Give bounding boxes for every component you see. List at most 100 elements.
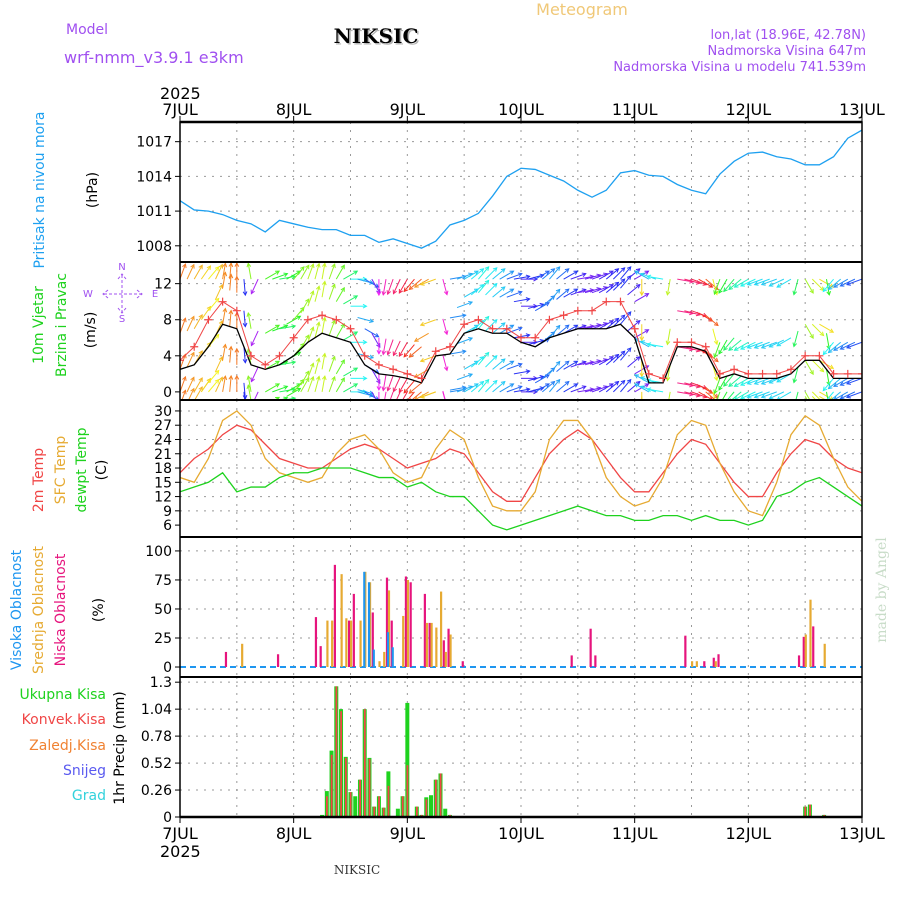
wind-arrow-head (639, 340, 645, 345)
wind-arrow (399, 414, 407, 428)
y-tick-label: 12 (154, 490, 172, 506)
wind-arrow (769, 278, 785, 287)
wind-arrow (613, 380, 626, 393)
wind-arrow (713, 401, 717, 416)
wind-arrow-head (492, 282, 498, 288)
wind-arrow (677, 310, 694, 314)
wind-arrow-head (614, 268, 620, 273)
wind-arrow (825, 333, 830, 350)
wind-arrow (470, 284, 484, 296)
wind-arrow (570, 273, 586, 280)
wind-arrow-head (635, 411, 639, 414)
wind-arrow-head (305, 264, 310, 270)
wind-arrow-head (382, 423, 386, 427)
cloud-high-bar (367, 582, 371, 668)
precip-conv-bar (344, 757, 347, 817)
cloud-low-bar (447, 628, 450, 668)
wind-arrow (286, 270, 301, 280)
wind-arrow-head (564, 380, 570, 386)
wind-arrow (527, 375, 544, 382)
wind-arrow-head (408, 285, 414, 291)
wind-gust-marker (460, 320, 469, 329)
y-tick-label: 1.04 (141, 702, 172, 718)
wind-arrow-head (550, 268, 556, 273)
wind-arrow (477, 266, 490, 280)
precip-conv-bar (340, 711, 343, 817)
wind-arrow-head (419, 357, 425, 363)
wind-arrow (734, 377, 749, 387)
wind-arrow-head (545, 270, 550, 275)
wind-arrow (193, 265, 203, 280)
wind-arrow-head (321, 375, 327, 381)
wind-arrow-head (419, 281, 425, 286)
wind-arrow (420, 391, 436, 398)
cloud-low-bar (589, 628, 592, 668)
wind-arrow (728, 375, 742, 387)
lonlat: lon,lat (18.96E, 42.78N) (710, 28, 866, 43)
wind-arrow (712, 328, 718, 345)
x-tick-label-bottom: 11JUL (612, 824, 658, 843)
meteogram-title: Meteogram (536, 0, 628, 19)
wind-arrow-head (246, 311, 252, 317)
wind-arrow (328, 320, 336, 336)
wind-arrow-head (376, 415, 379, 419)
cloud-low-bar (717, 654, 720, 668)
wind-arrow (793, 366, 799, 383)
wind-arrow-head (331, 319, 336, 325)
wind-arrow-head (413, 283, 419, 288)
wind-arrow-head (640, 404, 644, 408)
precip-conv-bar (382, 807, 385, 817)
wind-arrow (408, 382, 422, 394)
wind-arrow-head (353, 331, 359, 336)
precip-conv-bar (416, 806, 418, 817)
wind-arrow-head (321, 262, 327, 268)
wind-arrow-head (827, 285, 833, 291)
wind-arrow (620, 347, 632, 361)
wind-arrow-head (635, 320, 641, 325)
wind-arrow-head (760, 281, 766, 286)
cloud-mid-label: Srednja Oblacnost (31, 546, 47, 674)
wind-arrow (819, 391, 834, 400)
y-tick-label: 0 (163, 385, 172, 401)
wind-arrow (180, 354, 186, 370)
wind-arrow (740, 278, 756, 287)
wind-arrow (492, 286, 506, 298)
wind-arrow (684, 278, 700, 284)
wind-arrow (247, 385, 252, 400)
wind-gust-marker (744, 369, 753, 378)
wind-arrow-head (408, 353, 414, 358)
wind-gust-marker (531, 333, 540, 342)
wind-arrow-head (275, 360, 281, 366)
wind-arrow-head (644, 383, 650, 388)
wind-arrow (229, 375, 232, 392)
wind-arrow (506, 327, 522, 334)
wind-arrow (634, 293, 649, 303)
wind-arrow-head (827, 348, 833, 354)
wind-arrow (279, 325, 296, 330)
wind-arrow (243, 346, 246, 363)
precip-conv-bar (387, 785, 390, 817)
wind-arrow-head (724, 418, 728, 422)
wind-arrow-head (381, 386, 387, 392)
wind-arrow-head (829, 401, 833, 404)
wind-arrow-head (369, 392, 375, 398)
wind-arrow-head (182, 353, 187, 359)
cloud-low-bar (348, 620, 351, 668)
wind-arrow (265, 383, 280, 393)
wind-gust-marker (815, 351, 824, 360)
cloud-mid-bar (695, 661, 698, 668)
wind-arrow (506, 385, 522, 393)
wind-arrow (279, 388, 296, 393)
wind-gust-marker (360, 351, 369, 360)
station-title: NIKSIC (334, 24, 419, 48)
wind-arrow-head (626, 378, 632, 384)
wind-arrow (811, 391, 822, 400)
wind-arrow-head (218, 263, 224, 269)
wind-arrow (485, 319, 498, 332)
wind-arrow-head (353, 270, 359, 275)
wind-arrow (208, 370, 220, 384)
wind-arrow-head (399, 402, 402, 406)
wind-arrow-head (479, 380, 485, 386)
wind-arrow-head (620, 379, 626, 385)
wind-arrow-head (840, 418, 844, 421)
